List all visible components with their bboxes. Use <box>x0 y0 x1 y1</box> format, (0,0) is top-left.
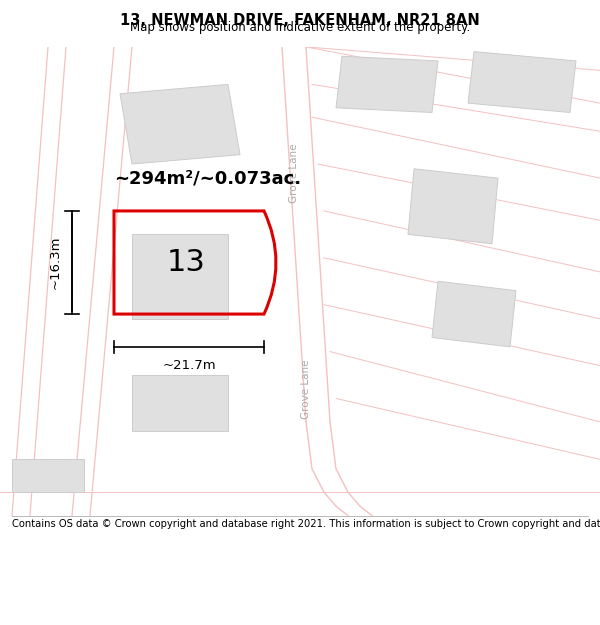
Polygon shape <box>432 281 516 347</box>
Polygon shape <box>132 234 228 319</box>
Polygon shape <box>468 51 576 112</box>
Text: Grove Lane: Grove Lane <box>289 144 299 203</box>
Text: ~21.7m: ~21.7m <box>162 359 216 372</box>
Polygon shape <box>132 375 228 431</box>
Polygon shape <box>336 56 438 112</box>
Text: 13, NEWMAN DRIVE, FAKENHAM, NR21 8AN: 13, NEWMAN DRIVE, FAKENHAM, NR21 8AN <box>120 13 480 28</box>
Text: 13: 13 <box>167 248 205 277</box>
Polygon shape <box>408 169 498 244</box>
Text: ~294m²/~0.073ac.: ~294m²/~0.073ac. <box>114 169 301 187</box>
Polygon shape <box>120 84 240 164</box>
Polygon shape <box>12 459 84 492</box>
Text: ~16.3m: ~16.3m <box>48 236 61 289</box>
Text: Map shows position and indicative extent of the property.: Map shows position and indicative extent… <box>130 21 470 34</box>
Text: Grove Lane: Grove Lane <box>301 359 311 419</box>
Text: Contains OS data © Crown copyright and database right 2021. This information is : Contains OS data © Crown copyright and d… <box>12 519 600 529</box>
